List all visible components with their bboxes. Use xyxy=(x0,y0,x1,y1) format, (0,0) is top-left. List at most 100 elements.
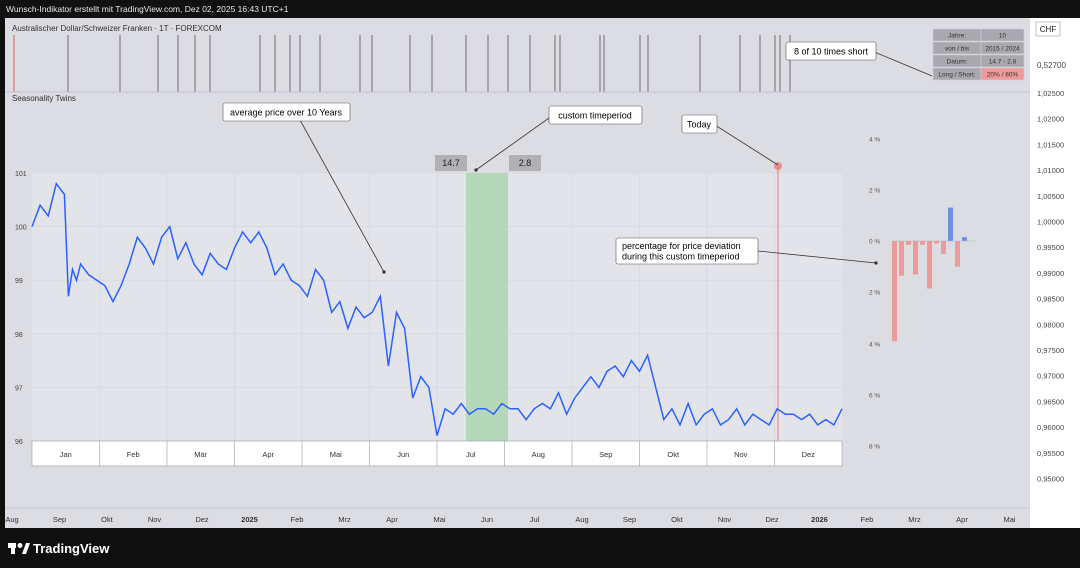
bar-axis-labels: 4 % 2 % 0 % 2 % 4 % 6 % 8 % xyxy=(869,137,880,451)
month-label: Jun xyxy=(397,450,409,459)
info-value-cell xyxy=(980,41,1025,55)
bar-axis-label: 2 % xyxy=(869,290,880,297)
price-tick-label: 1,01500 xyxy=(1037,140,1064,149)
callout-custom: custom timeperiod xyxy=(474,105,643,172)
footer-strip xyxy=(0,528,1080,568)
deviation-bar xyxy=(927,241,932,289)
time-axis-labels: Aug Sep Okt Nov Dez 2025 Feb Mrz Apr Mai Jun Jul Aug… xyxy=(5,515,1016,524)
tradingview-logo[interactable]: TradingView xyxy=(8,541,110,556)
callout-today: Today xyxy=(681,114,779,166)
month-label: Feb xyxy=(127,450,140,459)
short-count-text: 8 of 10 times short xyxy=(794,47,869,57)
price-tick-label: 1,02000 xyxy=(1037,115,1064,124)
period-start-label: 14.7 xyxy=(442,158,460,168)
deviation-bar xyxy=(948,207,953,241)
info-label: Datum: xyxy=(947,59,968,66)
time-axis-label: Mrz xyxy=(338,515,351,524)
month-label: Nov xyxy=(734,450,748,459)
price-tick-label: 0,99000 xyxy=(1037,269,1064,278)
info-value: 10 xyxy=(999,33,1007,40)
month-label: Dez xyxy=(802,450,816,459)
deviation-bar xyxy=(920,241,925,245)
currency-badge[interactable] xyxy=(1035,21,1061,37)
time-axis-label: Apr xyxy=(386,515,398,524)
price-tick-label: 0,97000 xyxy=(1037,372,1064,381)
bar-axis-label: 2 % xyxy=(869,188,880,195)
custom-text: custom timeperiod xyxy=(558,111,632,121)
info-value: 14.7 - 2.8 xyxy=(989,59,1017,66)
brand-name: TradingView xyxy=(33,541,110,556)
time-axis-label: Apr xyxy=(956,515,968,524)
bar-axis-label: 8 % xyxy=(869,444,880,451)
y-tick-label: 99 xyxy=(15,278,23,285)
time-axis-label: Dez xyxy=(765,515,779,524)
time-axis-label: Nov xyxy=(148,515,162,524)
deviation-bar xyxy=(892,241,897,342)
month-axis: Jan Feb Mär Apr Mai Jun Jul Aug Sep Okt Nov Dez xyxy=(31,440,843,467)
time-axis-label: Okt xyxy=(671,515,684,524)
bar-axis-label: 6 % xyxy=(869,393,880,400)
info-value: 20% / 80% xyxy=(987,72,1019,79)
info-value-cell xyxy=(980,28,1025,42)
month-label: Sep xyxy=(599,450,612,459)
deviation-bar xyxy=(906,241,911,245)
time-axis-label: 2025 xyxy=(241,515,258,524)
bar-axis-label: 4 % xyxy=(869,137,880,144)
deviation-text-line2: during this custom timeperiod xyxy=(622,252,740,262)
price-axis xyxy=(1030,18,1080,528)
period-end-tag xyxy=(509,155,541,171)
upper-price-value: 0,52700 xyxy=(1037,61,1066,70)
month-label: Jul xyxy=(466,450,476,459)
deviation-bar xyxy=(962,237,967,241)
price-tick-labels: 1,02500 1,02000 1,01500 1,01000 1,00500 1,000… xyxy=(1037,89,1064,484)
price-tick-label: 1,00500 xyxy=(1037,192,1064,201)
deviation-bars xyxy=(892,207,975,342)
deviation-bar xyxy=(955,241,960,267)
time-axis-label: Sep xyxy=(53,515,66,524)
title-strip xyxy=(0,0,1080,18)
today-text: Today xyxy=(687,120,712,130)
info-label: von / bis xyxy=(945,46,970,53)
y-tick-label: 97 xyxy=(15,385,23,392)
callout-deviation: percentage for price deviation during th… xyxy=(615,237,878,265)
y-axis-labels: 101 100 99 98 97 96 xyxy=(15,171,27,446)
price-tick-label: 0,98000 xyxy=(1037,320,1064,329)
y-tick-label: 100 xyxy=(15,225,27,232)
month-label: Jan xyxy=(60,450,72,459)
info-value-cell xyxy=(980,54,1025,68)
price-tick-label: 1,00000 xyxy=(1037,218,1064,227)
y-tick-label: 101 xyxy=(15,171,27,178)
time-axis-label: Feb xyxy=(861,515,874,524)
deviation-bar xyxy=(899,241,904,276)
info-value: 2015 / 2024 xyxy=(985,46,1020,53)
price-tick-label: 0,96000 xyxy=(1037,423,1064,432)
price-tick-label: 0,97500 xyxy=(1037,346,1064,355)
deviation-bar xyxy=(941,241,946,254)
info-label: Long / Short: xyxy=(938,72,975,79)
average-price-line xyxy=(31,182,843,436)
time-axis-label: Mrz xyxy=(908,515,921,524)
info-table: Jahre: 10 von / bis 2015 / 2024 Datum: 14.7 -… xyxy=(932,28,1025,81)
y-tick-label: 98 xyxy=(15,332,23,339)
tv-logo-icon xyxy=(8,543,30,554)
info-label: Jahre: xyxy=(948,33,966,40)
deviation-bar xyxy=(913,241,918,275)
custom-period-band xyxy=(466,173,508,441)
deviation-bar xyxy=(934,241,939,244)
info-value-cell xyxy=(980,67,1025,81)
time-axis-label: 2026 xyxy=(811,515,828,524)
average-text: average price over 10 Years xyxy=(230,108,343,118)
time-axis-label: Aug xyxy=(575,515,588,524)
month-label: Mär xyxy=(194,450,207,459)
callout-average: average price over 10 Years xyxy=(222,102,386,274)
credit-text: Wunsch-Indikator erstellt mit TradingVie… xyxy=(6,4,289,14)
price-tick-label: 0,99500 xyxy=(1037,243,1064,252)
month-label: Mai xyxy=(330,450,342,459)
month-label: Okt xyxy=(667,450,680,459)
period-start-tag xyxy=(435,155,467,171)
bar-axis-label: 0 % xyxy=(869,239,880,246)
bar-axis-label: 4 % xyxy=(869,342,880,349)
time-axis-label: Sep xyxy=(623,515,636,524)
currency-label: CHF xyxy=(1040,25,1057,34)
